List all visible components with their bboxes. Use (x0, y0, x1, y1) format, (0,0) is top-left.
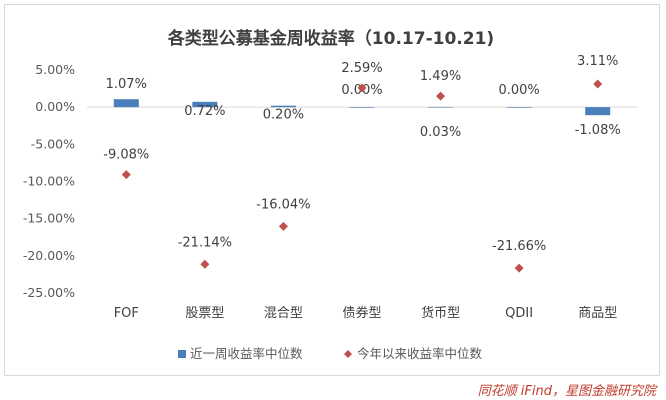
point-ytd-return (357, 83, 367, 93)
x-category-label: QDII (505, 306, 533, 321)
point-ytd-return (121, 170, 131, 180)
x-category-label: FOF (114, 306, 139, 321)
x-category-label: 货币型 (421, 305, 460, 321)
legend-swatch-diamond (344, 350, 352, 358)
bar-data-label: -1.08% (575, 123, 621, 138)
bar-weekly-return (585, 107, 611, 116)
point-data-label: 3.11% (577, 54, 618, 69)
point-data-label: -16.04% (256, 197, 310, 212)
bar-data-label: 1.07% (106, 77, 147, 92)
y-tick-label: -25.00% (23, 285, 75, 300)
point-ytd-return (200, 259, 210, 269)
point-data-label: 1.49% (420, 69, 461, 84)
x-category-label: 股票型 (185, 306, 224, 321)
legend-label-weekly: 近一周收益率中位数 (190, 346, 303, 361)
point-ytd-return (436, 91, 446, 101)
point-data-label: -21.66% (492, 239, 546, 254)
point-ytd-return (514, 263, 524, 273)
y-tick-label: -15.00% (23, 211, 75, 226)
legend-swatch-bar (178, 350, 186, 358)
y-tick-label: -10.00% (23, 174, 75, 189)
chart-title: 各类型公募基金周收益率（10.17-10.21) (167, 28, 494, 49)
legend-label-ytd: 今年以来收益率中位数 (357, 346, 483, 361)
point-ytd-return (278, 221, 288, 231)
bar-weekly-return (113, 99, 139, 108)
bar-data-label: 0.00% (498, 83, 539, 98)
x-category-label: 债券型 (342, 305, 381, 321)
bar-data-label: 0.20% (263, 108, 304, 123)
y-tick-label: 0.00% (35, 99, 75, 114)
bar-weekly-return (506, 107, 532, 108)
y-tick-label: 5.00% (35, 62, 75, 77)
source-credit: 同花顺 iFind，星图金融研究院 (477, 384, 656, 399)
point-ytd-return (593, 79, 603, 89)
bar-weekly-return (428, 106, 454, 108)
bar-data-label: 0.03% (420, 125, 461, 140)
chart-svg: 各类型公募基金周收益率（10.17-10.21) 5.00% 0.00% -5.00%… (23, 28, 637, 361)
bar-weekly-return (349, 107, 375, 108)
point-data-label: -21.14% (178, 235, 232, 250)
y-tick-label: -5.00% (31, 136, 75, 151)
bar-weekly-return (192, 101, 218, 108)
chart-frame: 各类型公募基金周收益率（10.17-10.21) 5.00% 0.00% -5.00%… (4, 4, 660, 376)
x-category-label: 混合型 (264, 306, 303, 321)
point-data-label: -9.08% (103, 148, 149, 163)
x-category-label: 商品型 (578, 306, 617, 321)
bar-weekly-return (270, 105, 296, 108)
point-data-label: 2.59% (341, 61, 382, 76)
bar-data-label: 0.72% (184, 104, 225, 119)
y-tick-label: -20.00% (23, 248, 75, 263)
